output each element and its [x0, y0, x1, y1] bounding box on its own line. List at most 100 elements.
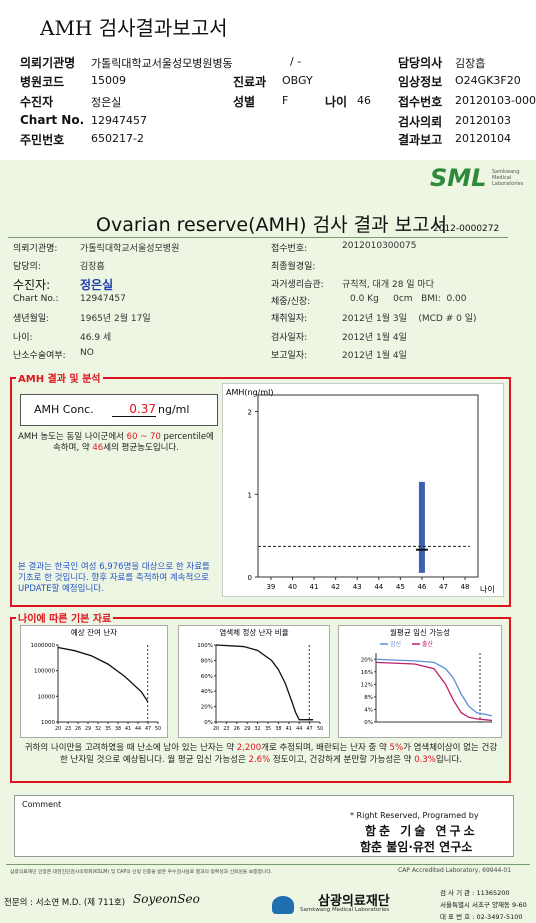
- cap: CAP Accredited Laboratory, 69944-01: [398, 867, 512, 874]
- value: 15009: [91, 74, 126, 87]
- x-tick-label: 23: [65, 726, 71, 732]
- label: Chart No.: [20, 113, 85, 127]
- value: 0.0 Kg 0cm BMI: 0.00: [350, 294, 467, 304]
- label: 결과보고: [398, 133, 443, 147]
- chart-bg: [222, 383, 504, 597]
- x-tick-label: 26: [75, 726, 81, 732]
- x-tick-label: 35: [105, 726, 111, 732]
- chart-title: 염색체 정상 난자 비율: [219, 627, 288, 637]
- x-tick-label: 20: [213, 726, 219, 732]
- section-title: AMH 결과 및 분석: [16, 370, 103, 385]
- label: 검사일자:: [271, 333, 308, 343]
- label: 담당의사: [398, 56, 443, 70]
- y-tick-label: 0%: [364, 720, 373, 726]
- value: O24GK3F20: [455, 74, 521, 87]
- text-part: 가 염색체이상이 없는 건강한 난자일 것으로 예상됩니다. 월 평균 임신 가…: [60, 743, 498, 765]
- value: 김장흡: [80, 262, 105, 272]
- x-tick-label: 45: [396, 583, 405, 591]
- label: 주민번호: [20, 133, 65, 147]
- text-part: 개로 추정되며, 배란되는 난자 중 약: [261, 743, 390, 753]
- text-part: 0.3%: [414, 755, 436, 765]
- note: 본 결과는 한국인 여성 6,976명을 대상으로 한 자료를 기초로 한 것입…: [18, 562, 210, 594]
- x-tick-label: 48: [461, 583, 470, 591]
- x-tick-label: 38: [275, 726, 281, 732]
- text-part: 46: [92, 443, 104, 453]
- x-tick-label: 40: [288, 583, 297, 591]
- label: 수진자:: [13, 278, 51, 292]
- foundation-en: Samkwang Medical Laboratories: [300, 907, 390, 913]
- certification: 삼광의료재단 인정은 대한진단검사의학회(KSLM) 및 CAP의 신빙 인증을…: [10, 870, 273, 875]
- text-part: 60 ~ 70: [126, 432, 161, 442]
- y-tick-label: 40%: [201, 689, 213, 695]
- summary: 귀하의 나이만을 고려하였을 때 난소에 남아 있는 난자는 약 2,200개로…: [22, 742, 500, 766]
- y-tick-label: 1000: [41, 720, 55, 726]
- address: 서울특별시 서초구 양재동 9-60: [440, 901, 527, 909]
- x-tick-label: 44: [296, 726, 302, 732]
- analysis: AMH 농도는 동일 나이군에서 60 ~ 70 percentile에 속하며…: [18, 432, 214, 454]
- plot-area: [257, 394, 479, 578]
- comment-label: Comment: [22, 800, 62, 809]
- x-tick-label: 29: [85, 726, 91, 732]
- x-tick-label: 42: [331, 583, 340, 591]
- y-tick-label: 80%: [201, 658, 213, 664]
- lab: 함춘 기술 연구소: [365, 824, 478, 838]
- value: 김장흡: [455, 57, 486, 70]
- value: 2012010300075: [342, 241, 417, 251]
- text-part: 2,200: [236, 743, 262, 753]
- y-tick-label: 10000: [38, 694, 56, 700]
- label: 난소수술여부:: [13, 351, 66, 361]
- label: 최종월경일:: [271, 262, 316, 272]
- y-tick-label: 0%: [204, 720, 213, 726]
- label: 의뢰기관명: [20, 56, 76, 70]
- text-part: 정도이고, 건강하게 분만할 가능성은 약: [270, 755, 415, 765]
- range-bar: [418, 481, 425, 573]
- x-tick-label: 50: [155, 726, 161, 732]
- value: 가톨릭대학교서울성모병원병동: [91, 57, 233, 70]
- foundation-logo: [272, 896, 294, 914]
- y-axis-label: AMH(ng/ml): [226, 388, 274, 397]
- y-tick-label: 0: [248, 574, 252, 582]
- x-tick-label: 29: [244, 726, 250, 732]
- phone: 대 표 번 호 : 02-3497-5100: [440, 913, 523, 921]
- basic-section: [10, 617, 511, 783]
- amh-chart: AMH(ng/ml) 나이 0 1 2 39 40 41 42 43 44 45 46 47 48: [222, 383, 504, 597]
- mini-chart: 염색체 정상 난자 비율 0% 20% 40% 60% 80% 100% 20 23 26 29 32…: [178, 625, 330, 738]
- label: 병원코드: [20, 75, 65, 89]
- specialist: 전문의 : 서소연 M.D. (제 711호): [4, 898, 126, 908]
- y-tick-label: 12%: [361, 682, 373, 688]
- divider: [6, 864, 530, 865]
- value: 2012년 1월 4일: [342, 333, 407, 343]
- text-part: 세의 평균농도입니다.: [103, 443, 179, 453]
- value: F: [282, 94, 289, 107]
- value: 46: [357, 94, 371, 107]
- rights: * Right Reserved, Programed by: [350, 811, 479, 820]
- chart-title: 월평균 임신 가능성: [390, 627, 450, 637]
- y-tick-label: 1000000: [31, 643, 56, 649]
- org-code: 검 사 기 관 : 11365200: [440, 889, 510, 897]
- label: 보고일자:: [271, 351, 308, 361]
- value: 46.9 세: [80, 330, 111, 343]
- x-tick-label: 43: [353, 583, 362, 591]
- signature: SoyeonSeo: [133, 892, 200, 906]
- x-tick-label: 47: [145, 726, 151, 732]
- text-part: 2.6%: [248, 755, 271, 765]
- comment-box: [14, 795, 514, 857]
- value: 2012년 1월 4일: [342, 351, 407, 361]
- lab: 함춘 불임·유전 연구소: [360, 840, 473, 854]
- x-tick-label: 39: [266, 583, 275, 591]
- label: 수진자: [20, 95, 54, 109]
- y-tick-label: 20%: [361, 657, 373, 663]
- value: 정은실: [80, 278, 114, 292]
- label: 생년월일:: [13, 314, 50, 324]
- y-tick-label: 1: [248, 491, 252, 499]
- amh-value: 0.37: [112, 402, 156, 417]
- x-tick-label: 46: [417, 583, 426, 591]
- chart-bg: [178, 625, 330, 738]
- label: 검사의뢰: [398, 115, 443, 129]
- y-tick-label: 100000: [34, 669, 55, 675]
- x-tick-label: 44: [374, 583, 383, 591]
- label: 접수번호:: [271, 244, 308, 254]
- y-tick-label: 8%: [364, 695, 373, 701]
- logo: SML: [430, 164, 487, 192]
